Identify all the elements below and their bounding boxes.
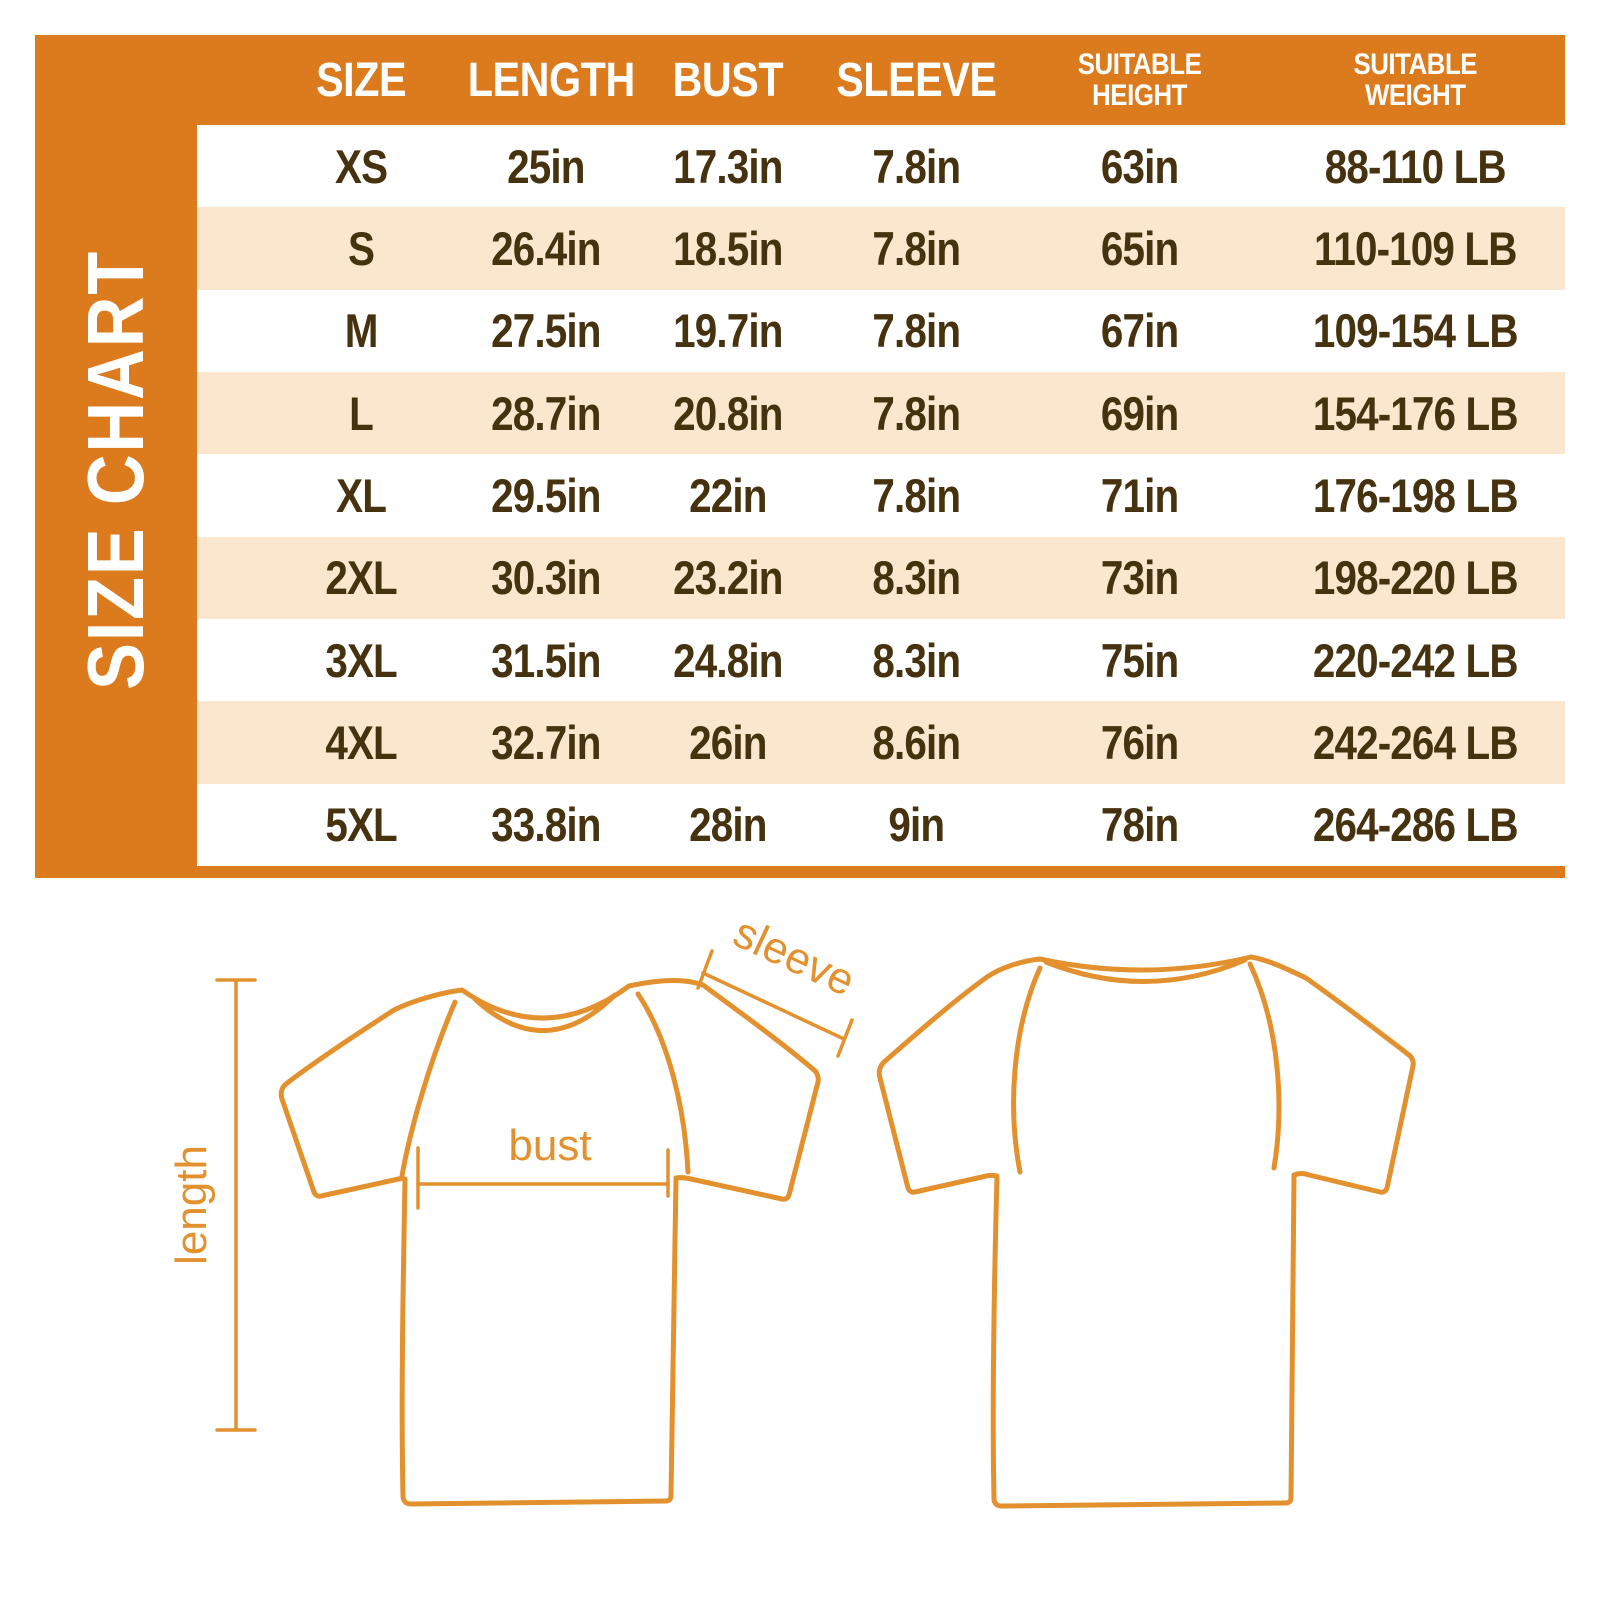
table-row-4xl: 4XL 32.7in 26in 8.6in 76in 242-264 LB <box>197 701 1565 784</box>
table-body: XS 25in 17.3in 7.8in 63in 88-110 LB S 26… <box>197 125 1565 866</box>
bust-indicator <box>416 1146 670 1210</box>
cell-bust: 19.7in <box>673 304 783 358</box>
cell-sleeve: 7.8in <box>872 468 961 522</box>
cell-bust: 24.8in <box>673 633 783 687</box>
cell-sleeve: 8.3in <box>872 633 961 687</box>
cell-bust: 22in <box>689 468 767 522</box>
front-left-armhole-seam <box>399 999 458 1179</box>
cell-length: 29.5in <box>491 468 601 522</box>
cell-height: 73in <box>1101 551 1179 605</box>
cell-sleeve: 8.6in <box>872 715 961 769</box>
cell-length: 28.7in <box>491 386 601 440</box>
sleeve-label: sleeve <box>726 908 862 1006</box>
cell-bust: 20.8in <box>673 386 783 440</box>
cell-bust: 28in <box>689 798 767 852</box>
cell-size: 3XL <box>325 633 397 687</box>
table-row-xl: XL 29.5in 22in 7.8in 71in 176-198 LB <box>197 454 1565 537</box>
cell-sleeve: 7.8in <box>872 304 961 358</box>
table-row-2xl: 2XL 30.3in 23.2in 8.3in 73in 198-220 LB <box>197 536 1565 619</box>
length-label: length <box>167 1145 216 1265</box>
cell-weight: 109-154 LB <box>1313 304 1519 358</box>
table-row-3xl: 3XL 31.5in 24.8in 8.3in 75in 220-242 LB <box>197 619 1565 702</box>
length-indicator <box>215 978 257 1432</box>
cell-length: 33.8in <box>491 798 601 852</box>
cell-weight: 242-264 LB <box>1313 715 1519 769</box>
cell-height: 71in <box>1101 468 1179 522</box>
cell-length: 25in <box>507 139 585 193</box>
cell-sleeve: 9in <box>888 798 945 852</box>
front-tshirt-drawing <box>278 977 821 1507</box>
table-row-m: M 27.5in 19.7in 7.8in 67in 109-154 LB <box>197 289 1565 372</box>
cell-size: M <box>344 304 379 358</box>
sleeve-start-tick <box>696 949 714 990</box>
vertical-title: SIZE CHART <box>71 250 160 690</box>
table-row-xs: XS 25in 17.3in 7.8in 63in 88-110 LB <box>197 125 1565 208</box>
cell-height: 69in <box>1101 386 1179 440</box>
cell-size: S <box>348 221 375 275</box>
col-header-bust: BUST <box>672 53 784 107</box>
cell-weight: 88-110 LB <box>1325 139 1507 193</box>
cell-sleeve: 7.8in <box>872 221 961 275</box>
sleeve-end-tick <box>836 1018 854 1058</box>
col-header-length: LENGTH <box>467 53 636 107</box>
front-collar-inner-line <box>472 992 618 1033</box>
back-right-armhole-seam <box>1247 961 1282 1171</box>
cell-sleeve: 8.3in <box>872 551 961 605</box>
cell-length: 30.3in <box>491 551 601 605</box>
cell-size: 4XL <box>325 715 397 769</box>
col-header-suitable-weight: SUITABLE WEIGHT <box>1353 47 1478 112</box>
cell-height: 65in <box>1101 221 1179 275</box>
cell-size: XS <box>334 139 388 193</box>
table-row-s: S 26.4in 18.5in 7.8in 65in 110-109 LB <box>197 207 1565 290</box>
cell-bust: 17.3in <box>673 139 783 193</box>
back-tshirt-outline <box>876 954 1416 1509</box>
cell-weight: 110-109 LB <box>1314 221 1518 275</box>
back-collar-inner-line <box>1043 957 1248 984</box>
table-row-l: L 28.7in 20.8in 7.8in 69in 154-176 LB <box>197 372 1565 455</box>
cell-height: 78in <box>1101 798 1179 852</box>
cell-size: 2XL <box>325 551 397 605</box>
col-header-size: SIZE <box>316 53 407 107</box>
cell-length: 27.5in <box>491 304 601 358</box>
cell-weight: 264-286 LB <box>1313 798 1519 852</box>
tshirt-measurement-diagram: length bust sleeve <box>167 908 1416 1509</box>
cell-height: 75in <box>1101 633 1179 687</box>
cell-length: 26.4in <box>491 221 601 275</box>
sleeve-indicator <box>696 949 854 1058</box>
cell-size: L <box>349 386 374 440</box>
cell-length: 32.7in <box>491 715 601 769</box>
back-tshirt-drawing <box>876 954 1416 1509</box>
cell-weight: 198-220 LB <box>1313 551 1519 605</box>
cell-size: XL <box>336 468 387 522</box>
cell-weight: 176-198 LB <box>1313 468 1519 522</box>
cell-length: 31.5in <box>491 633 601 687</box>
bust-label: bust <box>508 1121 591 1170</box>
front-right-armhole-seam <box>635 991 691 1175</box>
cell-height: 63in <box>1101 139 1179 193</box>
size-chart-panel: SIZE CHART SIZE LENGTH BUST SLEEVE SUITA… <box>35 35 1565 878</box>
col-header-suitable-height: SUITABLE HEIGHT <box>1078 47 1202 112</box>
cell-bust: 23.2in <box>673 551 783 605</box>
cell-sleeve: 7.8in <box>872 139 961 193</box>
back-left-armhole-seam <box>1011 965 1043 1175</box>
cell-sleeve: 7.8in <box>872 386 961 440</box>
table-header-row: SIZE LENGTH BUST SLEEVE SUITABLE HEIGHT … <box>197 35 1565 125</box>
cell-height: 67in <box>1101 304 1179 358</box>
front-tshirt-outline <box>278 977 821 1507</box>
col-header-sleeve: SLEEVE <box>835 53 997 107</box>
cell-height: 76in <box>1101 715 1179 769</box>
sleeve-line <box>701 971 846 1041</box>
table-row-5xl: 5XL 33.8in 28in 9in 78in 264-286 LB <box>197 783 1565 866</box>
cell-bust: 26in <box>689 715 767 769</box>
cell-bust: 18.5in <box>673 221 783 275</box>
cell-size: 5XL <box>325 798 397 852</box>
cell-weight: 154-176 LB <box>1313 386 1519 440</box>
cell-weight: 220-242 LB <box>1313 633 1519 687</box>
